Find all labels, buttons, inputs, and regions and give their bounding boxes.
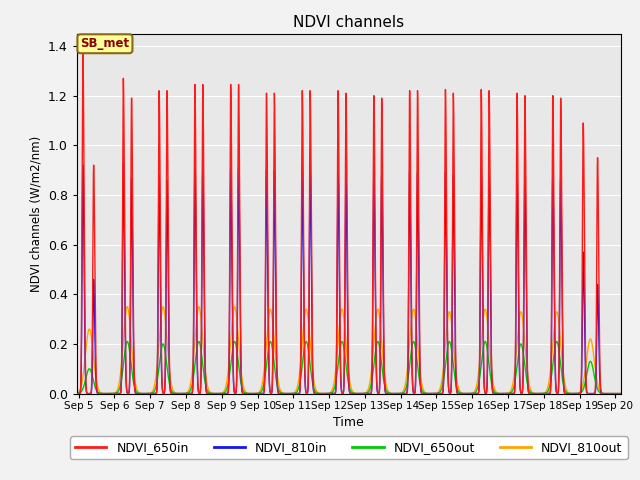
- X-axis label: Time: Time: [333, 416, 364, 429]
- Y-axis label: NDVI channels (W/m2/nm): NDVI channels (W/m2/nm): [29, 135, 42, 292]
- Title: NDVI channels: NDVI channels: [293, 15, 404, 30]
- Legend: NDVI_650in, NDVI_810in, NDVI_650out, NDVI_810out: NDVI_650in, NDVI_810in, NDVI_650out, NDV…: [70, 436, 628, 459]
- Text: SB_met: SB_met: [81, 37, 129, 50]
